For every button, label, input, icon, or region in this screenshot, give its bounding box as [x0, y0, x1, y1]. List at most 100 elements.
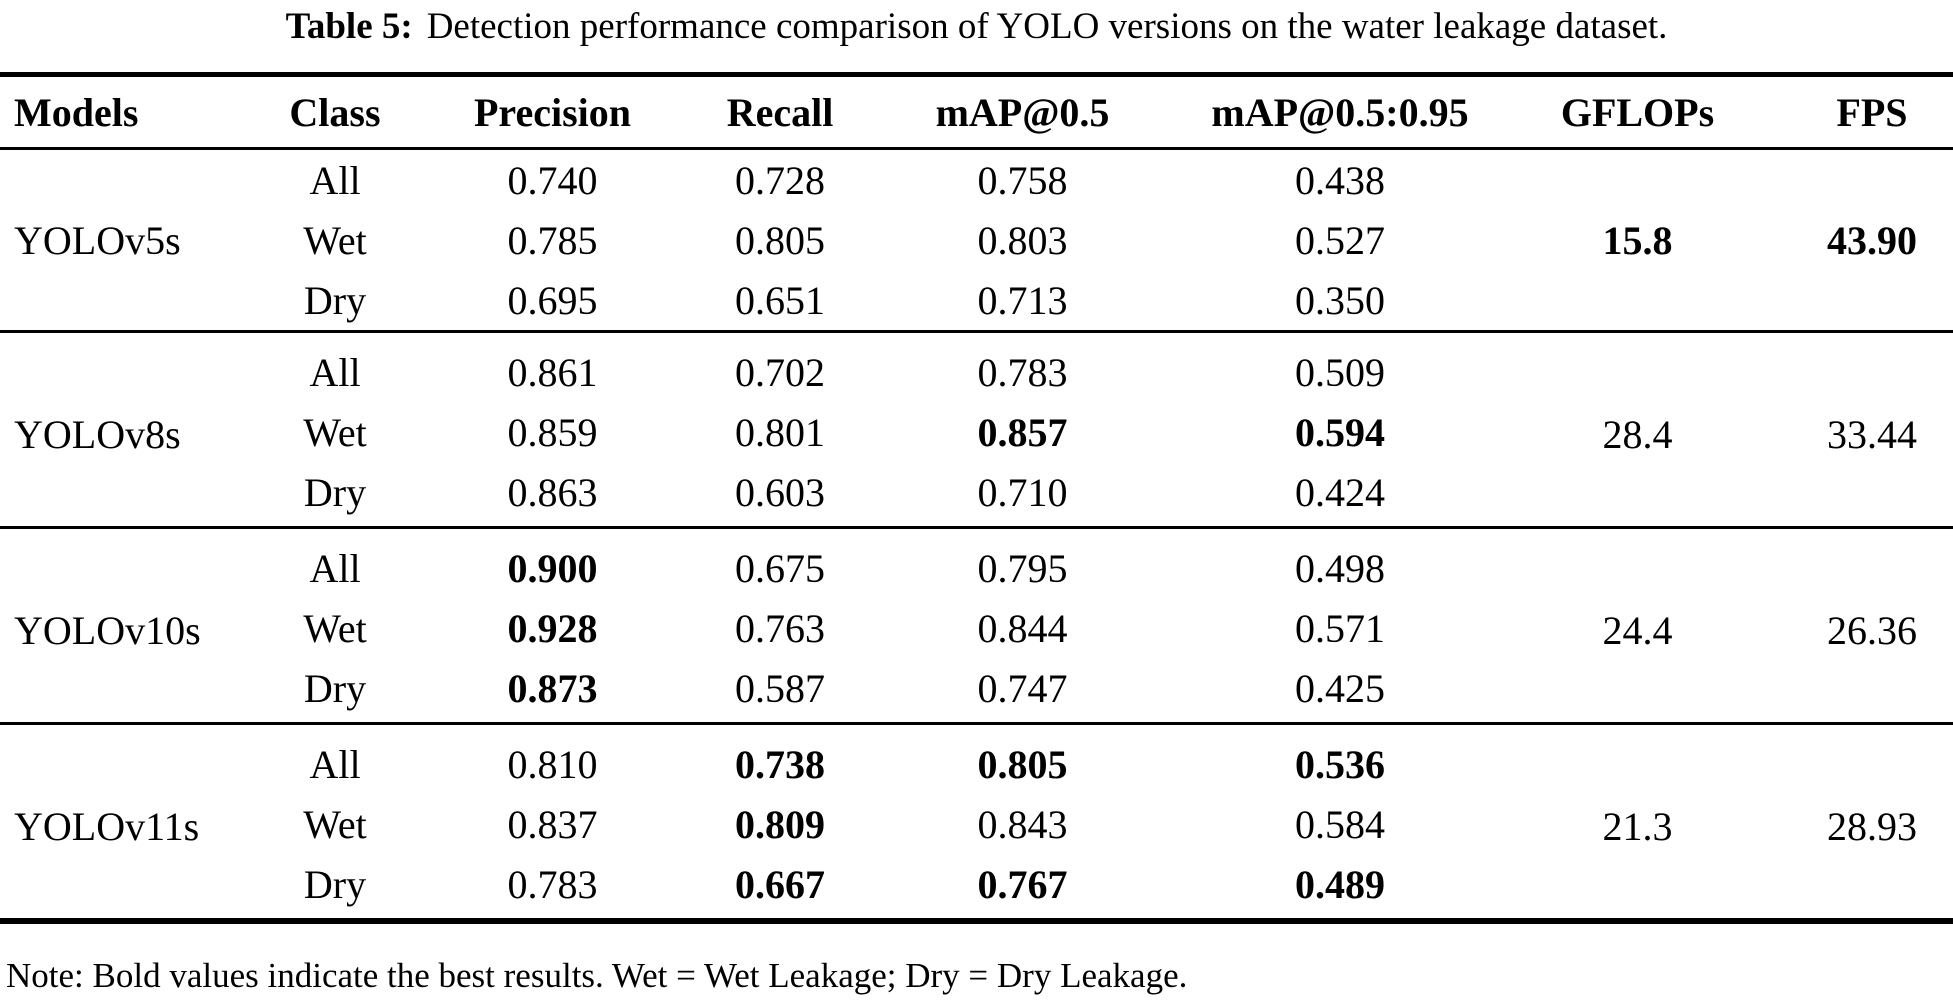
class-label: Wet: [303, 801, 367, 847]
cell-precision: 0.861: [507, 349, 598, 395]
cell-map50-95: 0.594: [1295, 409, 1385, 455]
cell-map50-95: 0.425: [1295, 665, 1385, 711]
col-header-fps: FPS: [1745, 74, 1953, 150]
cell-map50-95: 0.584: [1295, 801, 1385, 847]
table-row: Wet 0.928 0.763 0.844 0.571: [0, 598, 1953, 658]
col-header-class: Class: [230, 74, 440, 150]
cell-recall: 0.738: [735, 741, 825, 787]
cell-recall: 0.763: [735, 605, 825, 651]
table-row: Dry 0.783 0.667 0.767 0.489: [0, 854, 1953, 921]
class-label: Dry: [303, 469, 367, 515]
cell-fps: 43.90: [1827, 217, 1917, 263]
cell-map50-95: 0.571: [1295, 605, 1385, 651]
col-header-models: Models: [0, 74, 230, 150]
cell-recall: 0.728: [735, 157, 825, 203]
model-block-yolov10s: YOLOv10s All 0.900 0.675 0.795 0.498 24.…: [0, 528, 1953, 724]
cell-recall: 0.801: [735, 409, 825, 455]
cell-gflops: 28.4: [1602, 411, 1673, 457]
cell-map50: 0.758: [977, 157, 1068, 203]
cell-recall: 0.809: [735, 801, 825, 847]
class-label: Dry: [303, 665, 367, 711]
model-block-yolov11s: YOLOv11s All 0.810 0.738 0.805 0.536 21.…: [0, 724, 1953, 922]
class-label: All: [309, 741, 361, 787]
col-header-map50-95: mAP@0.5:0.95: [1150, 74, 1530, 150]
cell-map50-95: 0.438: [1295, 157, 1385, 203]
caption-number: Table 5:: [285, 6, 413, 47]
cell-map50: 0.767: [977, 861, 1068, 907]
class-label: Wet: [303, 605, 367, 651]
model-name: YOLOv11s: [14, 803, 200, 849]
class-label: Dry: [303, 277, 367, 323]
cell-precision: 0.928: [507, 605, 598, 651]
cell-precision: 0.695: [507, 277, 598, 323]
table-row: YOLOv8s All 0.861 0.702 0.783 0.509 28.4…: [0, 332, 1953, 457]
class-label: All: [309, 157, 361, 203]
cell-precision: 0.900: [507, 545, 598, 591]
cell-map50: 0.747: [977, 665, 1068, 711]
col-header-gflops: GFLOPs: [1530, 74, 1745, 150]
cell-fps: 33.44: [1827, 411, 1917, 457]
cell-precision: 0.837: [507, 801, 598, 847]
table-row: YOLOv11s All 0.810 0.738 0.805 0.536 21.…: [0, 724, 1953, 849]
col-header-precision: Precision: [440, 74, 665, 150]
cell-map50-95: 0.509: [1295, 349, 1385, 395]
cell-recall: 0.805: [735, 217, 825, 263]
cell-map50-95: 0.350: [1295, 277, 1385, 323]
class-label: All: [309, 545, 361, 591]
cell-recall: 0.702: [735, 349, 825, 395]
class-label: Wet: [303, 409, 367, 455]
cell-map50: 0.843: [977, 801, 1068, 847]
cell-map50: 0.805: [977, 741, 1068, 787]
cell-gflops: 21.3: [1602, 803, 1673, 849]
cell-map50-95: 0.489: [1295, 861, 1385, 907]
cell-map50: 0.710: [977, 469, 1068, 515]
cell-recall: 0.667: [735, 861, 825, 907]
col-header-recall: Recall: [665, 74, 895, 150]
cell-precision: 0.863: [507, 469, 598, 515]
table-row: YOLOv10s All 0.900 0.675 0.795 0.498 24.…: [0, 528, 1953, 653]
model-block-yolov8s: YOLOv8s All 0.861 0.702 0.783 0.509 28.4…: [0, 332, 1953, 528]
cell-map50: 0.803: [977, 217, 1068, 263]
table-row: Dry 0.873 0.587 0.747 0.425: [0, 658, 1953, 724]
caption-text: Detection performance comparison of YOLO…: [426, 6, 1668, 47]
cell-gflops: 15.8: [1602, 217, 1673, 263]
model-name: YOLOv10s: [14, 607, 201, 653]
table-row: Wet 0.837 0.809 0.843 0.584: [0, 794, 1953, 854]
cell-recall: 0.603: [735, 469, 825, 515]
table-row: YOLOv5s All 0.740 0.728 0.758 0.438 15.8…: [0, 149, 1953, 263]
table-row: Dry 0.695 0.651 0.713 0.350: [0, 270, 1953, 332]
cell-map50: 0.795: [977, 545, 1068, 591]
cell-recall: 0.675: [735, 545, 825, 591]
table-header-row: Models Class Precision Recall mAP@0.5 mA…: [0, 74, 1953, 150]
cell-fps: 28.93: [1827, 803, 1917, 849]
col-header-map50: mAP@0.5: [895, 74, 1150, 150]
class-label: Wet: [303, 217, 367, 263]
table-note: Note: Bold values indicate the best resu…: [6, 956, 1188, 995]
cell-map50: 0.857: [977, 409, 1068, 455]
class-label: Dry: [303, 861, 367, 907]
table-row: Dry 0.863 0.603 0.710 0.424: [0, 462, 1953, 528]
cell-precision: 0.740: [507, 157, 598, 203]
cell-map50: 0.844: [977, 605, 1068, 651]
cell-precision: 0.785: [507, 217, 598, 263]
cell-map50: 0.713: [977, 277, 1068, 323]
cell-gflops: 24.4: [1602, 607, 1673, 653]
table-caption: Table 5: Detection performance comparison…: [0, 0, 1953, 72]
table-row: Wet 0.859 0.801 0.857 0.594: [0, 402, 1953, 462]
cell-map50-95: 0.527: [1295, 217, 1385, 263]
model-name: YOLOv8s: [14, 411, 181, 457]
cell-map50-95: 0.424: [1295, 469, 1385, 515]
cell-map50-95: 0.498: [1295, 545, 1385, 591]
model-name: YOLOv5s: [14, 217, 181, 263]
cell-recall: 0.587: [735, 665, 825, 711]
cell-precision: 0.859: [507, 409, 598, 455]
cell-map50: 0.783: [977, 349, 1068, 395]
table-row: Wet 0.785 0.805 0.803 0.527: [0, 210, 1953, 270]
cell-recall: 0.651: [735, 277, 825, 323]
cell-precision: 0.810: [507, 741, 598, 787]
results-table: Models Class Precision Recall mAP@0.5 mA…: [0, 72, 1953, 924]
cell-fps: 26.36: [1827, 607, 1917, 653]
cell-map50-95: 0.536: [1295, 741, 1385, 787]
cell-precision: 0.783: [507, 861, 598, 907]
